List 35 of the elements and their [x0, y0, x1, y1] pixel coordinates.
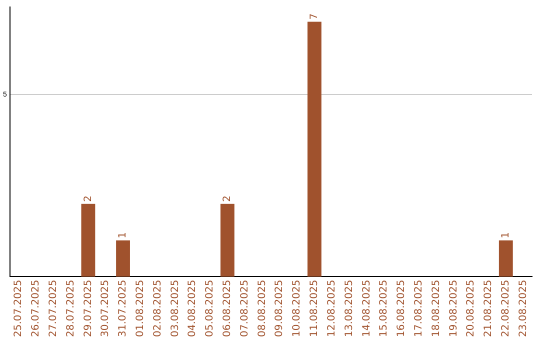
x-tick-label: 17.08.2025: [413, 280, 424, 338]
x-tick-label: 08.08.2025: [256, 280, 268, 338]
x-tick-label: 14.08.2025: [361, 280, 372, 338]
x-tick-label: 22.08.2025: [500, 280, 512, 338]
x-tick-label: 27.07.2025: [48, 280, 59, 338]
x-tick-label: 09.08.2025: [274, 280, 286, 338]
x-tick-label: 20.08.2025: [466, 280, 477, 338]
data-label: 7: [309, 13, 320, 20]
x-tick-label: 15.08.2025: [378, 280, 390, 338]
data-label: 1: [500, 232, 512, 238]
x-tick-label: 01.08.2025: [135, 280, 146, 338]
x-tick-label: 18.08.2025: [430, 280, 442, 338]
x-tick-label: 12.08.2025: [326, 280, 338, 338]
x-tick-label: 29.07.2025: [82, 280, 94, 338]
x-tick-label: 23.08.2025: [518, 280, 529, 338]
x-tick-label: 05.08.2025: [204, 280, 216, 338]
x-tick-label: 11.08.2025: [309, 280, 320, 338]
x-tick-label: 02.08.2025: [152, 280, 164, 338]
x-tick-label: 21.08.2025: [483, 280, 494, 338]
x-tick-label: 06.08.2025: [222, 280, 234, 338]
data-label: 1: [118, 232, 129, 238]
x-tick-label: 30.07.2025: [100, 280, 112, 338]
x-tick-label: 31.07.2025: [118, 280, 129, 338]
x-tick-label: 04.08.2025: [187, 280, 198, 338]
x-tick-label: 26.07.2025: [30, 280, 42, 338]
x-tick-label: 28.07.2025: [65, 280, 76, 338]
x-tick-label: 03.08.2025: [170, 280, 181, 338]
x-tick-label: 07.08.2025: [239, 280, 250, 338]
x-tick-label: 13.08.2025: [344, 280, 355, 338]
x-tick-label: 25.07.2025: [13, 280, 24, 338]
data-label: 2: [82, 196, 94, 202]
x-tick-label: 16.08.2025: [396, 280, 408, 338]
x-tick-label: 19.08.2025: [448, 280, 460, 338]
x-tick-label: 10.08.2025: [292, 280, 303, 338]
data-label: 2: [222, 196, 234, 202]
